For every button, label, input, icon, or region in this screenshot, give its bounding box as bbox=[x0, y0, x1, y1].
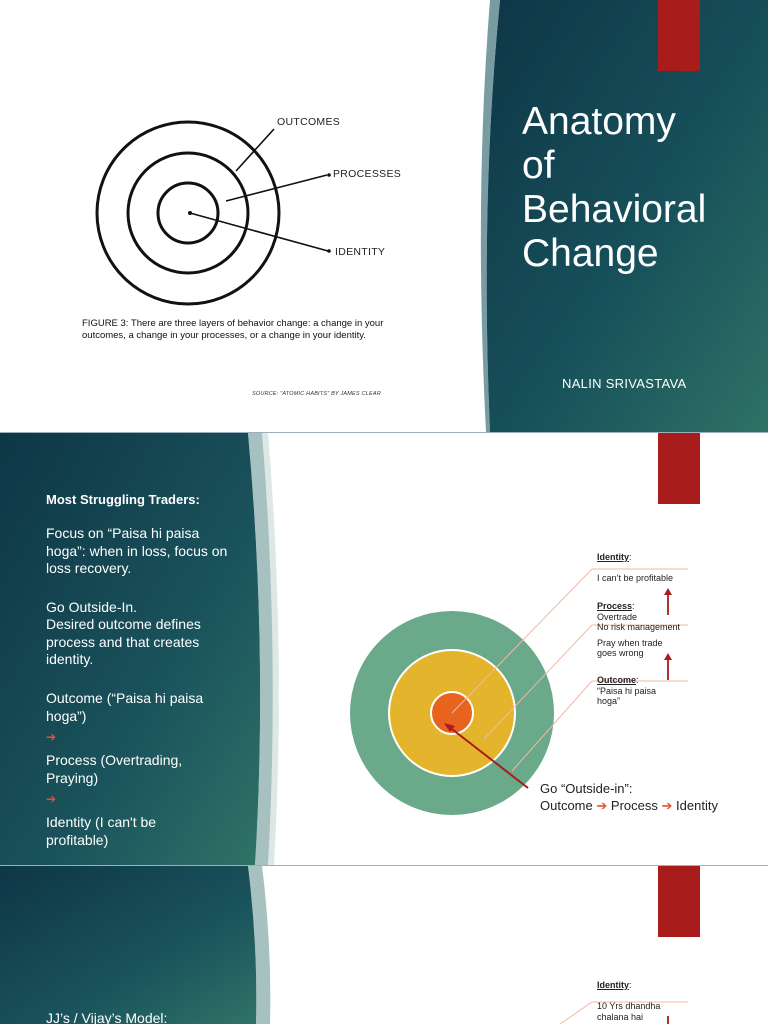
identity-pointer bbox=[189, 212, 329, 252]
outcomes-label: OUTCOMES bbox=[277, 116, 341, 128]
slide-title-text: Anatomy of Behavioral Change bbox=[522, 100, 706, 276]
identity-note-label: Identity: bbox=[597, 980, 632, 990]
left-panel bbox=[0, 866, 257, 1024]
figure-caption: FIGURE 3: There are three layers of beha… bbox=[82, 318, 384, 341]
slide3-heading: JJ’s / Vijay’s Model: bbox=[46, 1010, 168, 1024]
slide-jj-vijay-model: JJ’s / Vijay’s Model: Identity: 10 Yrs d… bbox=[0, 866, 768, 1024]
left-panel bbox=[0, 433, 261, 865]
red-accent-tab bbox=[658, 433, 700, 504]
title-line: Change bbox=[522, 232, 659, 275]
arrow-icon: ➔ bbox=[46, 730, 57, 744]
slide1-background bbox=[95, 0, 768, 432]
panel-edge bbox=[480, 0, 500, 432]
panel-edge bbox=[248, 433, 273, 865]
title-line: Anatomy bbox=[522, 100, 676, 143]
callout-lines bbox=[451, 568, 593, 772]
identity-note-text: 10 Yrs dhandha chalana hai bbox=[597, 1001, 661, 1022]
outside-in-paragraph: Desired outcome defines process and that… bbox=[46, 616, 201, 667]
title-line: of bbox=[522, 144, 555, 187]
outcome-note: Outcome: “Paisa hi paisa hoga” bbox=[597, 675, 657, 706]
outside-in-line: Go Outside-In. bbox=[46, 599, 138, 615]
identity-label: IDENTITY bbox=[335, 246, 386, 258]
arrow-icon: ➔ bbox=[661, 798, 673, 813]
red-arrow bbox=[447, 725, 529, 789]
process-note: Process: Overtrade No risk management Pr… bbox=[597, 601, 681, 658]
identity-note-text: I can’t be profitable bbox=[597, 573, 674, 583]
slide-struggling-traders: Most Struggling Traders: Focus on “Paisa… bbox=[0, 433, 768, 865]
arrow-icon: ➔ bbox=[46, 792, 57, 806]
author-name: NALIN SRIVASTAVA bbox=[562, 376, 687, 391]
processes-ring bbox=[126, 151, 250, 275]
step-identity: Identity (I can't be profitable) bbox=[46, 814, 157, 848]
outcomes-ring bbox=[95, 120, 281, 306]
slide-separator bbox=[0, 432, 768, 433]
slide-separator bbox=[0, 865, 768, 866]
focus-paragraph: Focus on “Paisa hi paisa hoga”: when in … bbox=[46, 525, 228, 576]
figure-source: SOURCE: "ATOMIC HABITS" BY JAMES CLEAR bbox=[252, 391, 381, 397]
arrow-icon: ➔ bbox=[46, 730, 246, 744]
step-outcome: Outcome (“Paisa hi paisa hoga”) bbox=[46, 690, 204, 724]
atomic-habits-diagram bbox=[95, 120, 281, 306]
processes-pointer bbox=[225, 174, 328, 202]
diagram-pointers bbox=[189, 128, 329, 252]
slide2-background bbox=[0, 433, 688, 865]
red-accent-tab bbox=[658, 866, 700, 937]
identity-note-label: Identity: bbox=[597, 552, 632, 562]
identity-ring bbox=[156, 181, 220, 245]
slide2-heading: Most Struggling Traders: bbox=[46, 492, 200, 507]
title-panel bbox=[486, 0, 768, 432]
step-process: Process (Overtrading, Praying) bbox=[46, 752, 183, 786]
arrow-icon: ➔ bbox=[596, 798, 608, 813]
processes-label: PROCESSES bbox=[333, 168, 402, 180]
arrow-icon: ➔ bbox=[46, 792, 246, 806]
go-outside-in-caption: Go “Outside-in”: Outcome ➔ Process ➔ Ide… bbox=[540, 781, 718, 813]
title-line: Behavioral bbox=[522, 188, 707, 231]
slide-title: OUTCOMES PROCESSES IDENTITY FIGURE 3: Th… bbox=[0, 0, 768, 432]
red-accent-tab bbox=[658, 0, 700, 71]
slide3-background bbox=[0, 866, 688, 1024]
outcomes-pointer bbox=[235, 128, 275, 172]
